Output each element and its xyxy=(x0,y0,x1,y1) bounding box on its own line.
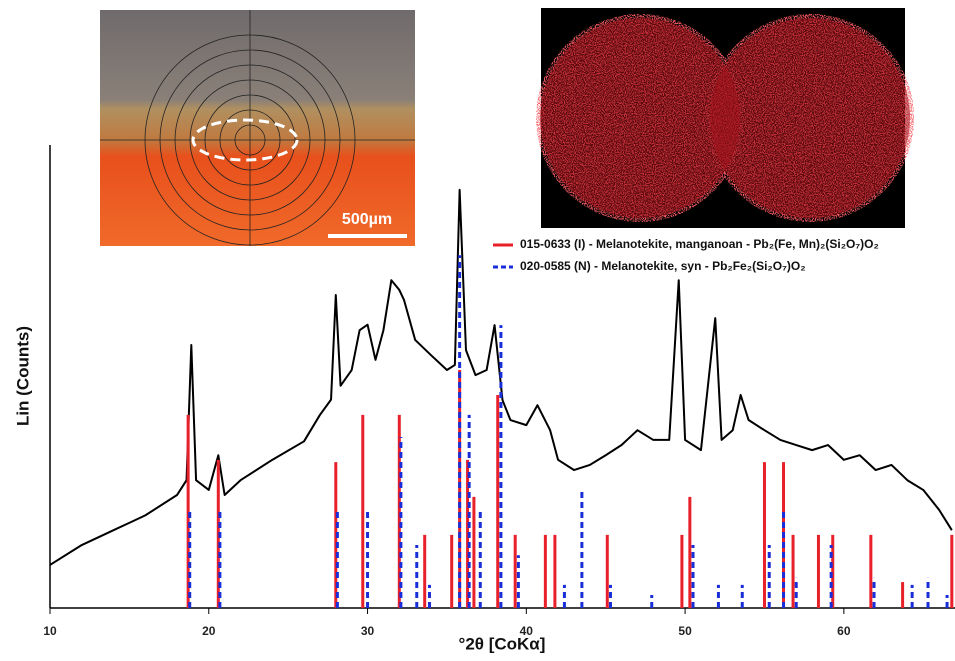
y-axis-label: Lin (Counts) xyxy=(13,326,32,426)
x-tick-label: 10 xyxy=(43,624,57,638)
x-tick-label: 50 xyxy=(678,624,692,638)
photo-inset: 500µm xyxy=(100,10,415,246)
scale-bar-label: 500µm xyxy=(342,211,392,228)
x-tick-label: 60 xyxy=(837,624,851,638)
legend-label: 015-0633 (I) - Melanotekite, manganoan -… xyxy=(520,237,879,251)
pattern-line xyxy=(49,188,953,566)
map-inset xyxy=(536,8,914,228)
x-tick-label: 40 xyxy=(520,624,534,638)
x-tick-label: 30 xyxy=(361,624,375,638)
x-tick-label: 20 xyxy=(202,624,216,638)
legend-label: 020-0585 (N) - Melanotekite, syn - Pb₂Fe… xyxy=(520,259,806,273)
x-axis-label: °2θ [CoKα] xyxy=(459,634,546,653)
